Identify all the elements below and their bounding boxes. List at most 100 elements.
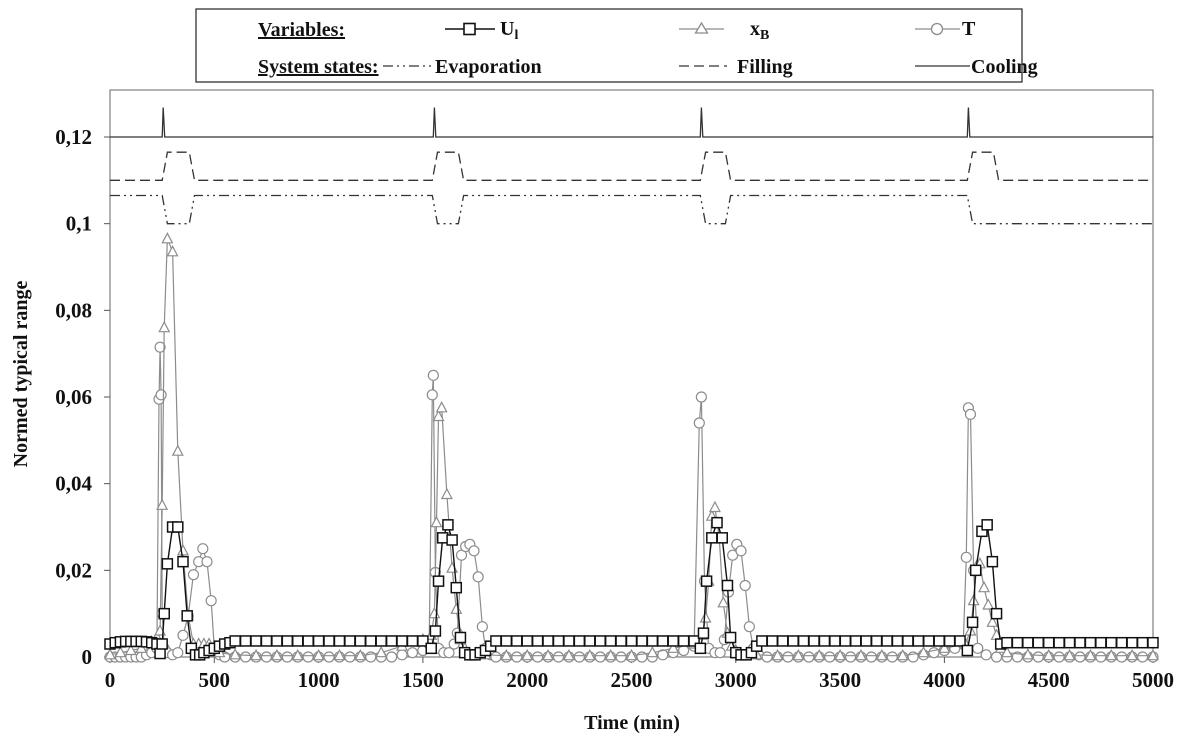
xb-point [500, 648, 513, 661]
legend-variables-heading: Variables: [258, 19, 345, 41]
xb-point [375, 645, 388, 658]
ul-point [787, 635, 799, 647]
ul-point [706, 532, 718, 544]
t-point [1095, 651, 1107, 663]
t-point [714, 647, 726, 659]
ul-point [312, 635, 325, 647]
x-tick-label: 3000 [715, 668, 757, 692]
ul-point [239, 635, 252, 647]
ul-point [500, 635, 513, 647]
legend-filling-label: Filling [737, 56, 793, 78]
ul-point [694, 642, 707, 655]
ul-point [291, 635, 304, 647]
ul-point [646, 635, 659, 647]
xb-point [229, 648, 242, 660]
ul-point [891, 635, 904, 647]
xb-point [104, 648, 116, 660]
legend-xb-marker [694, 21, 709, 34]
ul-point [1011, 636, 1024, 649]
xb-point [291, 648, 304, 661]
xb-point [542, 648, 555, 661]
legend-frame [195, 8, 1023, 83]
t-point [205, 595, 217, 607]
ul-point [688, 635, 700, 647]
ul-point [954, 635, 966, 647]
ul-point [986, 555, 999, 568]
legend-ul-marker [463, 22, 476, 36]
ul-point [1095, 636, 1107, 649]
ul-point [839, 635, 852, 647]
xb-point [986, 615, 999, 627]
xb-point [161, 232, 174, 244]
series-line-xb [109, 238, 1153, 657]
legend-cooling-label: Cooling [971, 56, 1038, 78]
ul-point [563, 635, 575, 647]
t-point [657, 649, 669, 661]
xb-point [1021, 648, 1034, 660]
ul-point [776, 635, 789, 647]
legend-evaporation-label: Evaporation [435, 56, 542, 78]
y-tick-label: 0,08 [55, 298, 92, 322]
ul-point [1115, 636, 1128, 649]
xb-point [699, 611, 712, 623]
t-point [490, 651, 502, 663]
xb-point [124, 643, 137, 656]
t-point [761, 651, 773, 663]
xb-point [1105, 648, 1118, 661]
ul-point [425, 642, 437, 655]
y-tick-label: 0,12 [55, 125, 92, 149]
ul-point [542, 635, 554, 647]
ul-point [429, 625, 442, 637]
x-tick-label: 2000 [506, 668, 548, 692]
legend-ul-main: U [500, 18, 514, 40]
ul-point [697, 627, 710, 639]
x-tick-label: 1000 [298, 668, 340, 692]
ul-point [721, 579, 734, 592]
t-point [844, 651, 857, 663]
t-point [615, 651, 627, 663]
ul-point [552, 635, 565, 647]
ul-point [1063, 636, 1076, 649]
ul-point [604, 635, 617, 647]
t-point [1053, 651, 1065, 663]
ul-point [700, 575, 713, 587]
ul-point [229, 635, 241, 647]
ul-point [849, 635, 862, 647]
ul-point [1147, 636, 1159, 649]
ul-point [385, 635, 398, 647]
xb-point [432, 409, 445, 422]
ul-point [154, 647, 166, 660]
xb-point [166, 245, 179, 257]
ul-point [177, 555, 189, 568]
t-point [239, 651, 252, 663]
xb-point [250, 648, 263, 661]
xb-point [312, 648, 325, 661]
t-point [472, 571, 484, 583]
t-point [594, 651, 606, 663]
ul-point [511, 635, 523, 647]
ul-point [797, 635, 810, 647]
ul-point [1022, 636, 1034, 649]
t-point [573, 651, 585, 663]
t-point [886, 651, 898, 663]
ul-point [615, 635, 627, 647]
ul-point [716, 532, 728, 544]
t-point [154, 341, 166, 353]
ul-point [323, 635, 335, 647]
xb-point [177, 544, 190, 556]
ul-point [490, 635, 502, 647]
t-point [323, 651, 335, 663]
t-point [476, 621, 488, 633]
ul-point [260, 635, 273, 647]
ul-point [531, 635, 544, 647]
ul-point [450, 581, 463, 594]
ul-point [966, 616, 979, 629]
ul-point [990, 607, 1003, 620]
ul-point [1084, 636, 1097, 649]
t-point [155, 389, 167, 401]
xb-point [771, 648, 784, 661]
xb-point [1147, 648, 1159, 661]
ul-point [344, 635, 356, 647]
t-point [396, 649, 408, 661]
ul-point [1126, 636, 1138, 649]
